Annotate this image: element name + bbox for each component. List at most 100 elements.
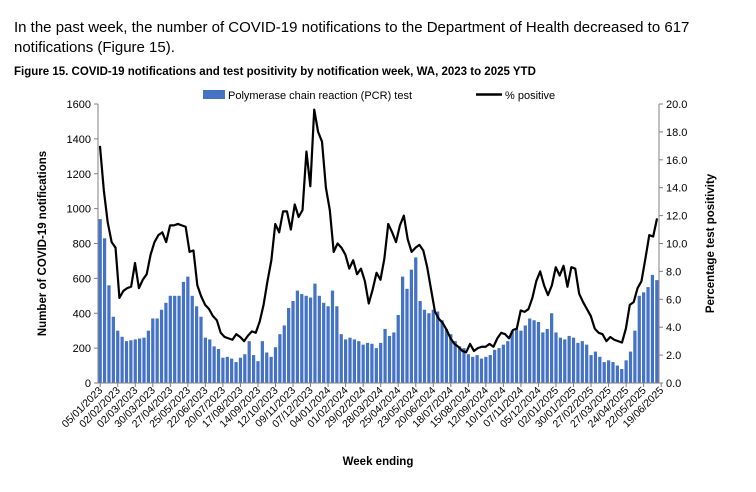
bar [120, 336, 124, 383]
bar [422, 309, 427, 383]
bar [251, 355, 256, 383]
y2-tick-label: 16.0 [666, 155, 687, 167]
bar [493, 349, 497, 383]
bar [273, 347, 278, 383]
bar [278, 334, 282, 383]
bar [300, 294, 304, 383]
bar [598, 356, 602, 383]
bar [116, 330, 120, 383]
bar [260, 341, 264, 383]
y-tick-label: 1600 [67, 99, 91, 111]
bar [514, 328, 519, 383]
bar [370, 343, 374, 383]
bar [624, 360, 628, 383]
bar [602, 362, 606, 383]
bar [532, 320, 536, 383]
y-tick-label: 800 [73, 239, 91, 251]
bar [536, 321, 541, 383]
bar [234, 362, 238, 383]
bar [129, 340, 133, 383]
bar [155, 318, 159, 383]
bar [221, 357, 225, 383]
bar [98, 219, 102, 383]
y-tick-label: 1400 [67, 134, 91, 146]
bar [554, 332, 558, 383]
bar [506, 341, 510, 383]
bar [330, 290, 335, 383]
bar [545, 328, 549, 383]
bar [484, 356, 488, 383]
y2-tick-label: 18.0 [666, 127, 687, 139]
y-tick-label: 400 [73, 308, 91, 320]
figure-title: Figure 15. COVID-19 notifications and te… [14, 66, 536, 78]
bar [379, 342, 383, 383]
bar [387, 335, 392, 383]
bar [501, 344, 506, 383]
bar [107, 285, 111, 383]
bar [374, 348, 378, 384]
bar [449, 334, 453, 383]
y2-tick-label: 4.0 [666, 322, 681, 334]
bar [168, 295, 172, 383]
bar [256, 361, 260, 383]
bar [615, 365, 619, 383]
y-axis-label: Number of COVID-19 notifications [37, 151, 49, 336]
axes: 0 200 400 600 800 1000 1200 1400 1600 0.0 2.0 4.0 6.… [60, 99, 688, 430]
bar [348, 337, 352, 383]
bar [497, 348, 501, 384]
bar [190, 295, 194, 383]
bar [396, 314, 400, 383]
bar [611, 362, 615, 383]
bar [550, 313, 554, 383]
bar [642, 292, 646, 383]
bar [269, 356, 273, 383]
bar [230, 358, 234, 383]
bar [400, 276, 405, 383]
bar [164, 302, 168, 383]
bar [510, 330, 514, 383]
bar [541, 332, 545, 383]
bar [151, 318, 155, 383]
bar [238, 357, 243, 383]
bar [620, 369, 624, 383]
bar [225, 356, 229, 383]
bar [282, 325, 286, 383]
bar [593, 351, 598, 383]
bar [633, 330, 637, 383]
bar [650, 274, 655, 383]
bar [585, 344, 589, 383]
bar [243, 354, 247, 383]
bar [440, 320, 444, 383]
bar [475, 355, 479, 383]
bar [646, 287, 650, 383]
bar [177, 295, 181, 383]
bar [216, 349, 221, 383]
bar [405, 288, 409, 383]
bar [208, 339, 212, 383]
bar [457, 346, 462, 383]
bar [326, 306, 330, 383]
bar [628, 351, 633, 383]
bar [199, 316, 203, 383]
bar [558, 337, 563, 383]
line-series [98, 108, 659, 354]
bar [471, 356, 475, 383]
y-tick-label: 200 [73, 343, 91, 355]
legend-label-positive: % positive [505, 90, 555, 102]
bar [462, 348, 466, 384]
y2-tick-label: 10.0 [666, 239, 687, 251]
bar [102, 238, 107, 383]
bar [247, 341, 251, 383]
legend-label-pcr: Polymerase chain reaction (PCR) test [228, 90, 412, 102]
bar [523, 325, 527, 383]
bar [528, 318, 532, 383]
y-tick-label: 600 [73, 273, 91, 285]
bar [295, 290, 300, 383]
legend-swatch-pcr [203, 90, 225, 99]
bar [335, 306, 339, 383]
bar [203, 337, 207, 383]
bar [418, 301, 422, 383]
bar [146, 330, 151, 383]
y2-tick-label: 2.0 [666, 350, 681, 362]
bar [287, 308, 291, 383]
